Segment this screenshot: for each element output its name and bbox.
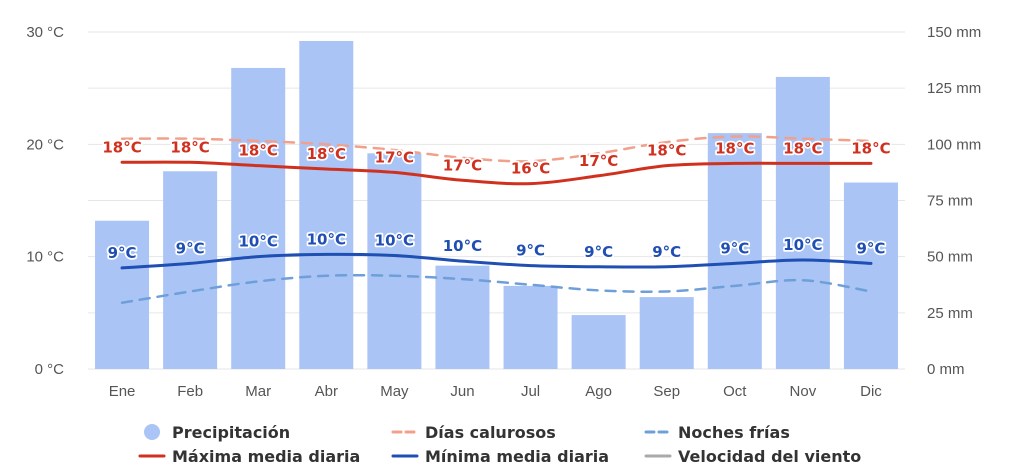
data-label: 9°C — [584, 243, 613, 261]
data-label: 18°C — [307, 145, 346, 163]
y-left-tick-label: 10 °C — [26, 249, 64, 266]
data-label: 10°C — [375, 232, 414, 250]
x-tick-label: Jun — [450, 383, 474, 400]
min-temperature-line — [120, 252, 873, 270]
data-label: 16°C — [511, 160, 550, 178]
precipitation-bar — [435, 265, 490, 369]
data-label: 18°C — [170, 138, 209, 156]
legend-label: Velocidad del viento — [678, 447, 861, 466]
data-label: 9°C — [720, 239, 749, 257]
data-label: 18°C — [239, 142, 278, 160]
y-right-tick-label: 150 mm — [927, 24, 981, 41]
series-lines — [120, 135, 873, 304]
x-tick-label: Sep — [653, 383, 680, 400]
data-label: 9°C — [108, 244, 137, 262]
legend-item[interactable]: Velocidad del viento — [644, 447, 861, 466]
precipitation-bar — [163, 171, 218, 369]
legend-item[interactable]: Días calurosos — [391, 423, 556, 442]
legend-item[interactable]: Precipitación — [144, 423, 290, 442]
legend-label: Precipitación — [172, 423, 290, 442]
precipitation-bars — [95, 40, 898, 370]
grid-lines — [88, 31, 905, 370]
legend[interactable]: Precipitación Días calurosos Noches frías M… — [138, 423, 861, 466]
data-label: 17°C — [375, 148, 414, 166]
data-label: 9°C — [856, 239, 885, 257]
legend-item[interactable]: Máxima media diaria — [138, 447, 360, 466]
data-label: 9°C — [176, 239, 205, 257]
data-label: 18°C — [647, 142, 686, 160]
data-label: 10°C — [239, 233, 278, 251]
x-tick-label: Abr — [315, 383, 338, 400]
precipitation-bar — [775, 76, 830, 369]
x-tick-label: Dic — [860, 383, 882, 400]
y-right-tick-label: 100 mm — [927, 136, 981, 153]
y-right-tick-label: 75 mm — [927, 193, 973, 210]
x-tick-label: Mar — [245, 383, 271, 400]
axis-ticks: 0 °C 10 °C 20 °C 30 °C 0 mm 25 mm 50 mm 75 mm 10… — [26, 24, 981, 400]
x-tick-label: May — [380, 383, 409, 400]
precipitation-bar — [231, 67, 286, 370]
max-temperature-line — [120, 160, 873, 186]
legend-label: Noches frías — [678, 423, 790, 442]
precipitation-bar — [571, 315, 626, 369]
cold-nights-line — [120, 273, 873, 304]
data-label: 18°C — [715, 139, 754, 157]
data-label: 18°C — [851, 139, 890, 157]
data-label: 10°C — [443, 237, 482, 255]
legend-label: Máxima media diaria — [172, 447, 360, 466]
y-left-tick-label: 20 °C — [26, 136, 64, 153]
precipitation-bar — [707, 133, 762, 369]
precipitation-bar — [367, 153, 422, 369]
data-label: 10°C — [783, 236, 822, 254]
x-tick-label: Nov — [790, 383, 817, 400]
legend-label: Mínima media diaria — [425, 447, 609, 466]
precipitation-bar — [299, 40, 354, 370]
y-right-tick-label: 125 mm — [927, 80, 981, 97]
hot-days-line — [120, 135, 873, 163]
y-right-tick-label: 0 mm — [927, 361, 965, 378]
legend-symbol — [144, 424, 160, 440]
precipitation-bar — [639, 297, 694, 369]
x-tick-label: Oct — [723, 383, 747, 400]
data-label: 17°C — [443, 156, 482, 174]
data-label: 18°C — [102, 138, 141, 156]
data-label: 9°C — [516, 242, 545, 260]
y-right-tick-label: 25 mm — [927, 305, 973, 322]
x-tick-label: Ene — [109, 383, 136, 400]
data-label: 17°C — [579, 152, 618, 170]
x-tick-label: Feb — [177, 383, 203, 400]
data-label: 10°C — [307, 230, 346, 248]
legend-item[interactable]: Mínima media diaria — [391, 447, 609, 466]
data-labels: 18°C 18°C 18°C 18°C 17°C 17°C 16°C 17°C 18°C 18°C… — [101, 137, 893, 264]
precipitation-bar — [95, 220, 150, 369]
y-left-tick-label: 30 °C — [26, 24, 64, 41]
x-tick-label: Jul — [521, 383, 540, 400]
precipitation-bar — [843, 182, 898, 369]
legend-item[interactable]: Noches frías — [644, 423, 790, 442]
x-tick-label: Ago — [585, 383, 612, 400]
data-label: 9°C — [652, 243, 681, 261]
legend-label: Días calurosos — [425, 423, 556, 442]
y-right-tick-label: 50 mm — [927, 249, 973, 266]
y-left-tick-label: 0 °C — [35, 361, 65, 378]
precipitation-bar — [503, 285, 558, 369]
data-label: 18°C — [783, 139, 822, 157]
